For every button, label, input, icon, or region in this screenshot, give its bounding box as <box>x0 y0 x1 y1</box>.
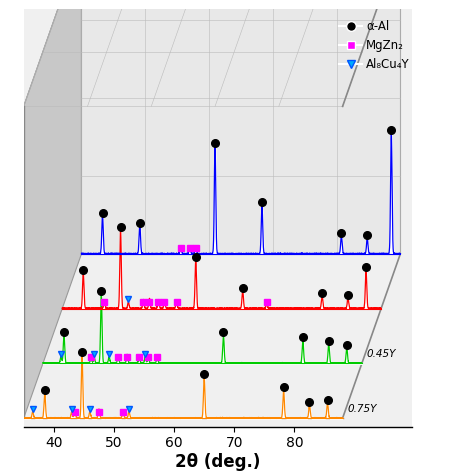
X-axis label: 2θ (deg.): 2θ (deg.) <box>175 453 261 471</box>
Text: 0.75Y: 0.75Y <box>347 404 377 414</box>
Legend: α-Al, MgZn₂, Al₈Cu₄Y: α-Al, MgZn₂, Al₈Cu₄Y <box>334 15 414 76</box>
Polygon shape <box>24 0 401 106</box>
Polygon shape <box>82 0 401 254</box>
Text: 0.45Y: 0.45Y <box>367 349 396 359</box>
Polygon shape <box>24 0 82 418</box>
